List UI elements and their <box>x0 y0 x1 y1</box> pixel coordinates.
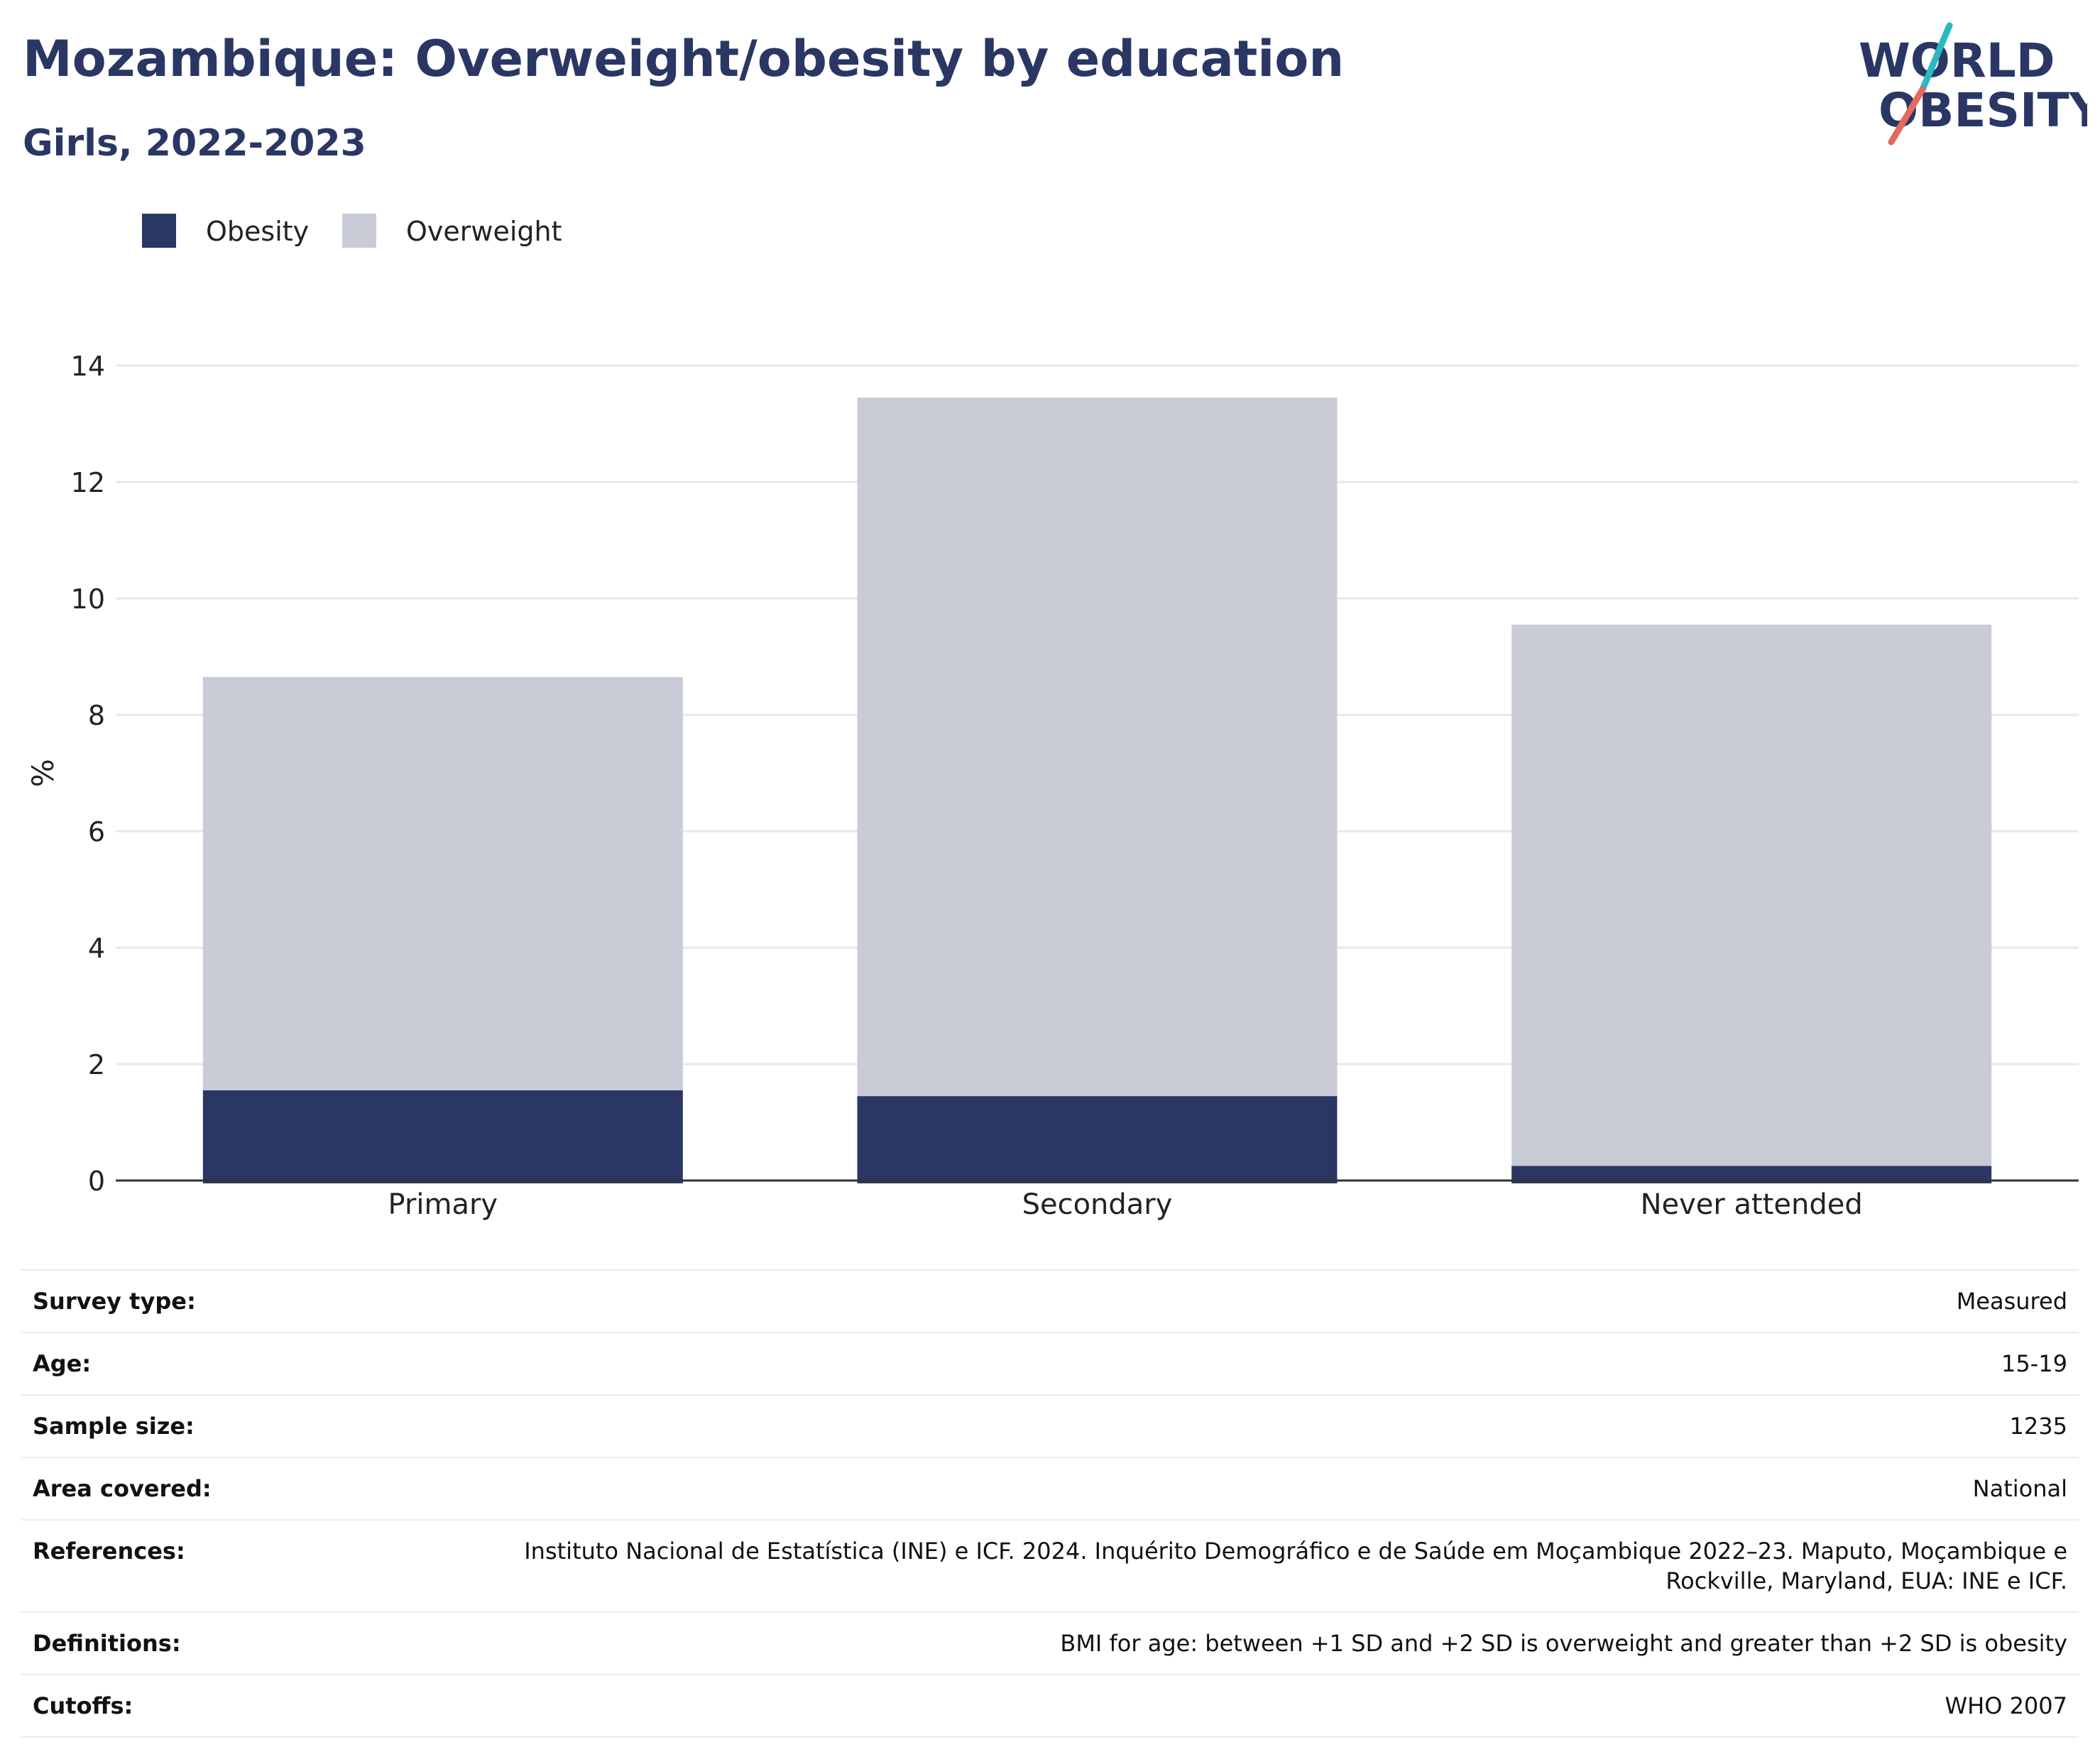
bar-obesity-primary <box>202 1090 683 1183</box>
details-value: Measured <box>1956 1288 2067 1315</box>
bar-overweight-primary <box>202 677 683 1090</box>
world-obesity-logo: WORLD OBESITY <box>1859 22 2087 146</box>
chart-legend: Obesity Overweight <box>142 214 562 248</box>
details-value: 1235 <box>2009 1413 2067 1440</box>
logo-slash-top <box>1919 22 1953 93</box>
details-label: Cutoffs: <box>33 1692 133 1719</box>
details-label: Survey type: <box>33 1288 196 1315</box>
logo-slash-bottom <box>1888 86 1926 146</box>
details-value: National <box>1972 1475 2067 1502</box>
bar-overweight-never-attended <box>1511 624 1992 1166</box>
details-label: References: <box>33 1538 185 1565</box>
bar-overweight-secondary <box>857 398 1338 1097</box>
y-tick-label: 0 <box>88 1166 105 1197</box>
details-value: Instituto Nacional de Estatística (INE) … <box>524 1538 2067 1594</box>
details-label: Definitions: <box>33 1630 181 1657</box>
details-row: Definitions: BMI for age: between +1 SD a… <box>21 1612 2079 1675</box>
y-tick-label: 8 <box>88 700 105 731</box>
details-value: WHO 2007 <box>1945 1692 2068 1719</box>
details-label: Age: <box>33 1350 92 1377</box>
survey-details-table: Survey type: Measured Age: 15-19 Sample size… <box>21 1269 2079 1738</box>
legend-label-obesity: Obesity <box>206 216 309 247</box>
y-tick-label: 12 <box>71 467 105 498</box>
y-tick-label: 14 <box>71 351 105 382</box>
chart-axes: 0 2 4 6 8 10 12 14% Primary Secondary Never attend… <box>26 351 2079 1221</box>
y-axis-label: % <box>26 759 60 787</box>
x-tick-label: Secondary <box>1022 1188 1173 1221</box>
x-tick-label: Never attended <box>1641 1188 1863 1221</box>
legend-label-overweight: Overweight <box>406 216 562 247</box>
legend-swatch-overweight <box>342 214 376 248</box>
details-row: Sample size: 1235 <box>21 1395 2079 1457</box>
bar-obesity-secondary <box>857 1096 1338 1183</box>
chart-subtitle: Girls, 2022-2023 <box>23 122 366 165</box>
details-row: References: Instituto Nacional de Estatís… <box>21 1520 2079 1612</box>
y-tick-label: 6 <box>88 816 105 848</box>
details-value: BMI for age: between +1 SD and +2 SD is … <box>1060 1630 2067 1657</box>
chart-title: Mozambique: Overweight/obesity by educat… <box>23 30 1345 88</box>
y-tick-label: 10 <box>71 584 105 615</box>
x-tick-label: Primary <box>388 1188 498 1221</box>
details-row: Age: 15-19 <box>21 1332 2079 1395</box>
chart-bars <box>202 398 1992 1183</box>
y-tick-label: 4 <box>88 933 105 964</box>
details-row: Survey type: Measured <box>21 1270 2079 1332</box>
details-row: Cutoffs: WHO 2007 <box>21 1675 2079 1737</box>
legend-swatch-obesity <box>142 214 176 248</box>
details-value: 15-19 <box>2001 1350 2067 1377</box>
details-row: Area covered: National <box>21 1457 2079 1520</box>
y-tick-label: 2 <box>88 1049 105 1080</box>
details-label: Area covered: <box>33 1475 212 1502</box>
details-label: Sample size: <box>33 1413 195 1440</box>
bar-chart: Obesity Overweight 0 2 4 6 8 10 12 14% Primary Sec… <box>26 214 2079 1221</box>
logo-line-1: WORLD <box>1859 33 2055 88</box>
